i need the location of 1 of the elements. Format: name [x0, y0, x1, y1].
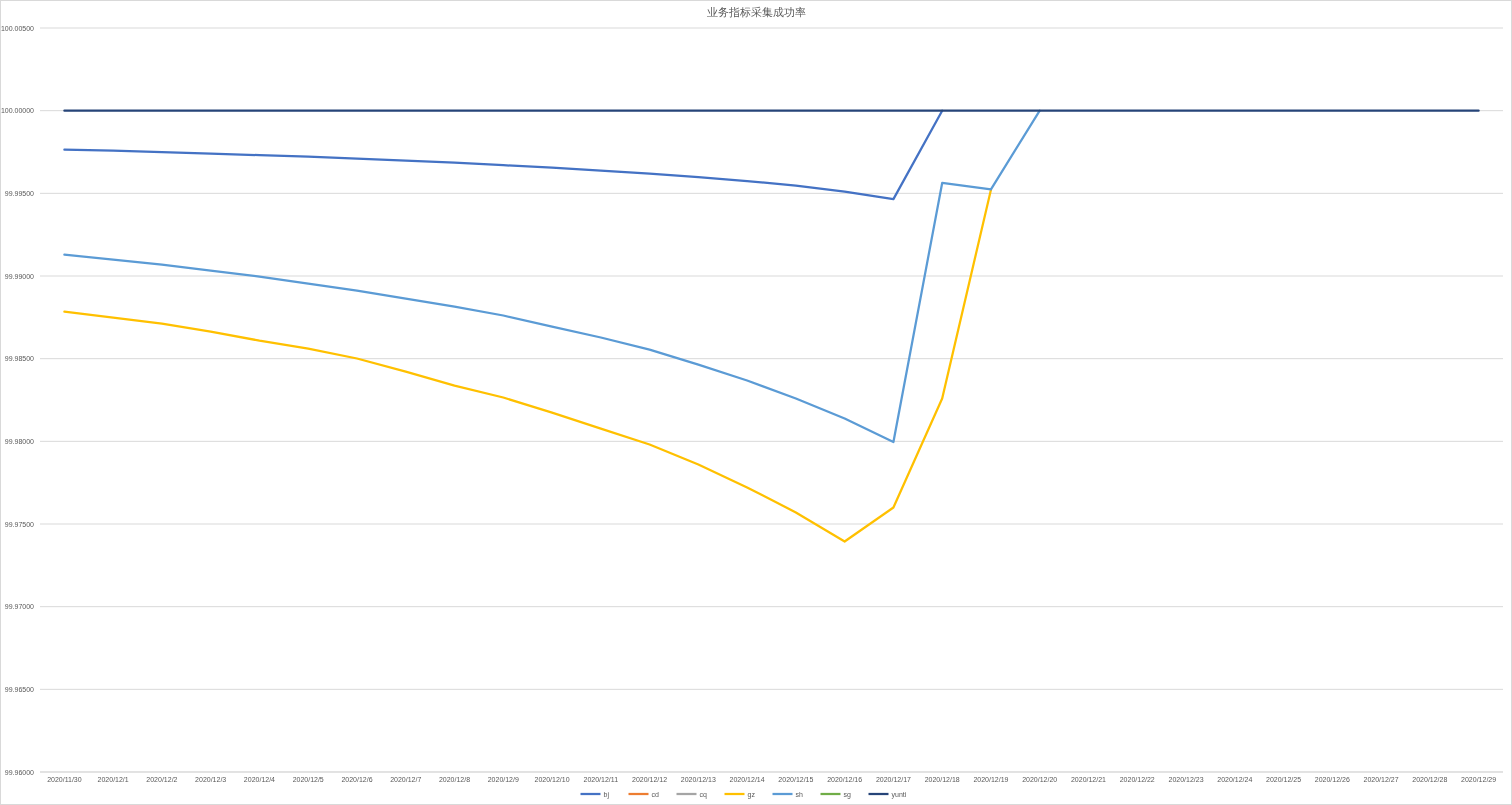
chart-title: 业务指标采集成功率 [706, 6, 806, 18]
